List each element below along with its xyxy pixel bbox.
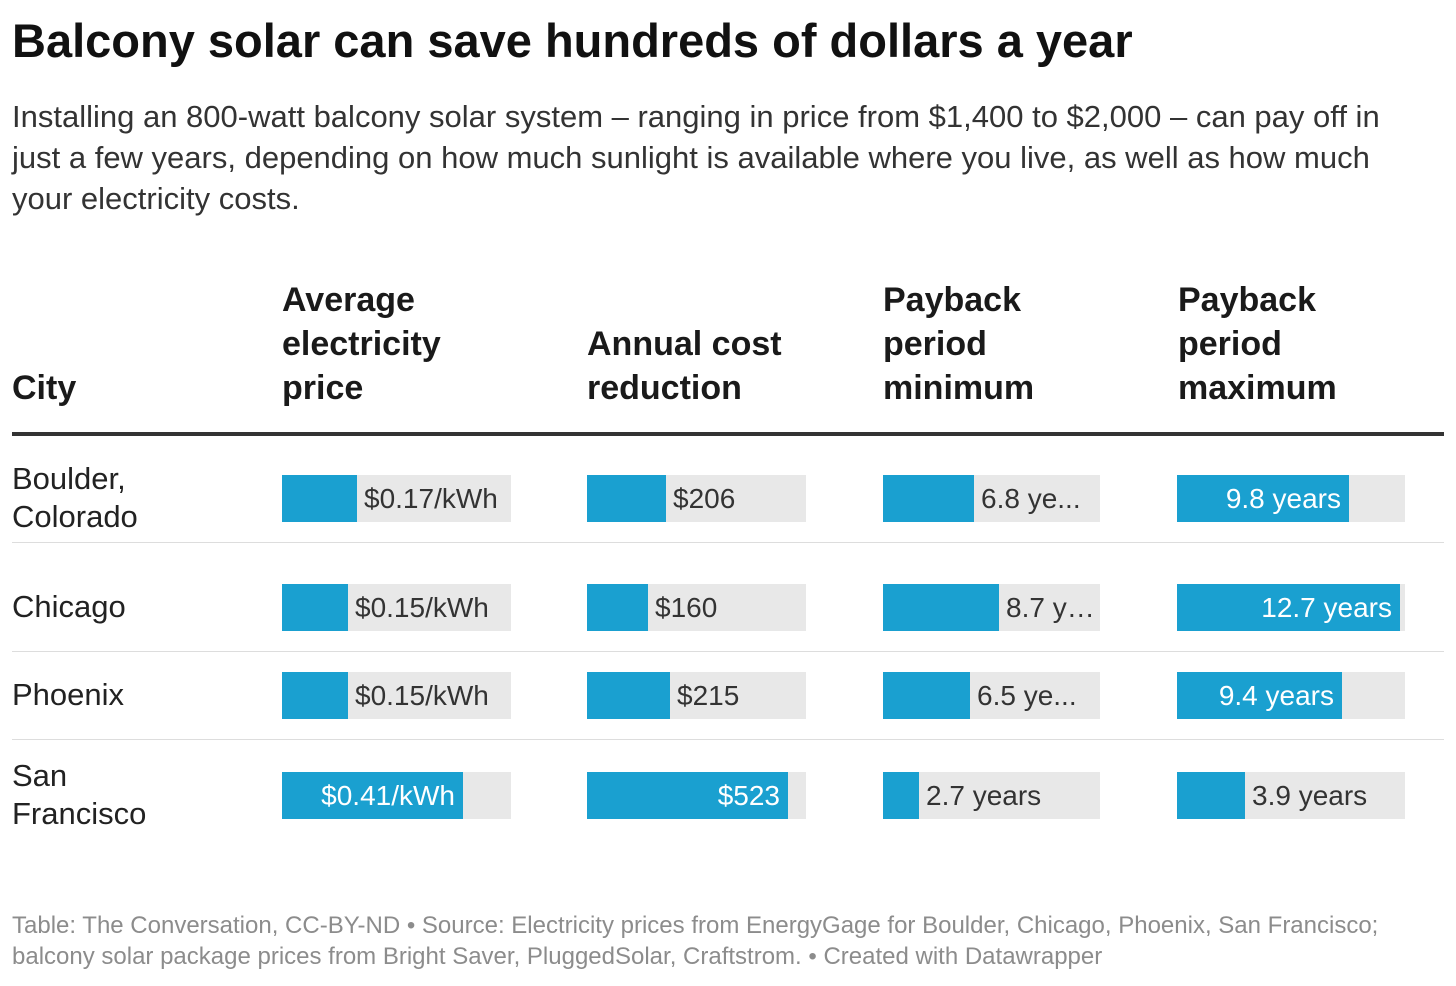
- bar-label-pb_max: 3.9 years: [1252, 780, 1368, 811]
- bar-track-pb_min: 8.7 years: [883, 584, 1100, 631]
- bar-reduction: [587, 672, 670, 719]
- bar-label-reduction: $160: [655, 592, 718, 623]
- bar-label-reduction: $206: [673, 483, 736, 514]
- bar-track-pb_min: 6.8 ye...: [883, 475, 1100, 522]
- bar-pb_max: [1177, 772, 1245, 819]
- bar-price: [282, 584, 348, 631]
- bar-label-price: $0.15/kWh: [355, 680, 489, 711]
- bar-price: [282, 672, 348, 719]
- header-payback-max: Payback period maximum: [1178, 281, 1337, 407]
- bar-pb_min: [883, 672, 970, 719]
- bar-track-reduction: $523: [587, 772, 806, 819]
- bar-track-pb_min: 6.5 ye...: [883, 672, 1100, 719]
- city-cell: Phoenix: [12, 677, 125, 712]
- table-row: Chicago $0.15/kWh $160 8.7 years 12.7 years: [12, 563, 1444, 652]
- bar-price: [282, 772, 463, 819]
- city-cell: Boulder, Colorado: [12, 461, 138, 534]
- bar-price: [282, 475, 357, 522]
- bar-track-pb_min: 2.7 years: [883, 772, 1100, 819]
- bar-track-pb_max: 9.4 years: [1177, 672, 1405, 719]
- bar-label-pb_max: 12.7 years: [1261, 592, 1392, 623]
- bar-label-price: $0.17/kWh: [364, 483, 498, 514]
- header-reduction: Annual cost reduction: [587, 325, 782, 407]
- bar-pb_max: [1177, 475, 1349, 522]
- bar-label-pb_min: 6.5 ye...: [977, 680, 1077, 711]
- bar-label-price: $0.15/kWh: [355, 592, 489, 623]
- bar-track-reduction: $206: [587, 475, 806, 522]
- bar-reduction: [587, 584, 648, 631]
- bar-track-reduction: $160: [587, 584, 806, 631]
- bar-reduction: [587, 475, 666, 522]
- bar-label-pb_max: 9.4 years: [1218, 680, 1334, 711]
- bar-pb_min: [883, 475, 974, 522]
- bar-track-price: $0.17/kWh: [282, 475, 511, 522]
- chart-footer: Table: The Conversation, CC-BY-ND • Sour…: [12, 912, 1379, 970]
- header-price: Average electricity price: [282, 281, 441, 407]
- bar-track-price: $0.15/kWh: [282, 584, 511, 631]
- bar-pb_max: [1177, 672, 1342, 719]
- bar-track-price: $0.41/kWh: [282, 772, 511, 819]
- bar-label-pb_min: 8.7 years: [1006, 592, 1098, 623]
- chart-title: Balcony solar can save hundreds of dolla…: [12, 14, 1133, 67]
- bar-track-pb_max: 9.8 years: [1177, 475, 1405, 522]
- city-cell: San Francisco: [12, 758, 147, 831]
- table-row: San Francisco $0.41/kWh $523 2.7 years 3.9 y…: [12, 740, 1444, 850]
- bar-track-price: $0.15/kWh: [282, 672, 511, 719]
- bar-pb_min: [883, 772, 919, 819]
- bar-track-pb_max: 12.7 years: [1177, 584, 1405, 631]
- header-rule: [12, 432, 1444, 436]
- table-row: Boulder, Colorado $0.17/kWh $206 6.8 ye... 9…: [12, 454, 1444, 543]
- header-city: City: [12, 369, 77, 407]
- bar-label-reduction: $523: [717, 780, 780, 811]
- bar-label-reduction: $215: [677, 680, 740, 711]
- bar-pb_min: [883, 584, 999, 631]
- bar-label-pb_min: 2.7 years: [926, 780, 1042, 811]
- bar-label-pb_max: 9.8 years: [1225, 483, 1341, 514]
- chart-subtitle: Installing an 800-watt balcony solar sys…: [12, 99, 1380, 216]
- bar-track-reduction: $215: [587, 672, 806, 719]
- bar-reduction: [587, 772, 788, 819]
- table-row: Phoenix $0.15/kWh $215 6.5 ye... 9.4 years: [12, 651, 1444, 740]
- bar-pb_max: [1177, 584, 1400, 631]
- table-header: City Average electricity price Annual co…: [12, 281, 1444, 410]
- bar-track-pb_max: 3.9 years: [1177, 772, 1405, 819]
- bar-label-price: $0.41/kWh: [321, 780, 455, 811]
- bar-label-pb_min: 6.8 ye...: [981, 483, 1081, 514]
- city-cell: Chicago: [12, 589, 126, 624]
- header-payback-min: Payback period minimum: [883, 281, 1035, 407]
